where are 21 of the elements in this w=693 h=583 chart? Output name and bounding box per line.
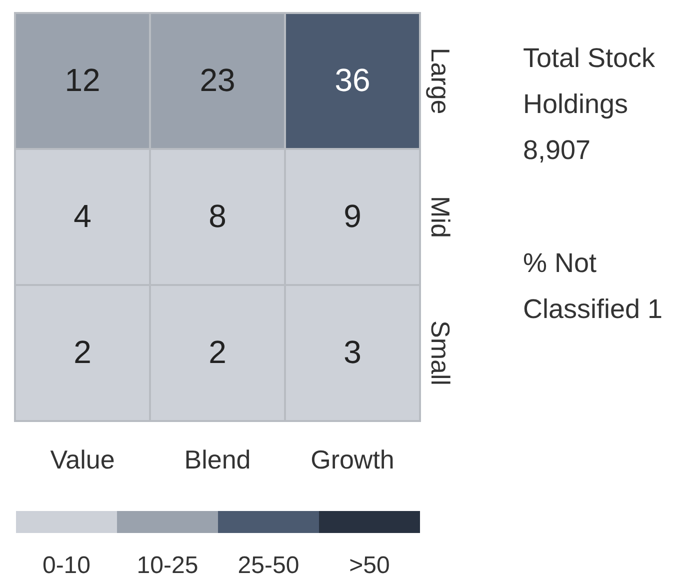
data-label: 2 xyxy=(208,334,226,370)
text: 10-25 xyxy=(136,552,200,580)
text: 25-50 xyxy=(236,552,300,580)
text: % Not Classified 1 xyxy=(523,247,664,326)
x-tick-label: Value xyxy=(50,444,115,474)
data-label: 8 xyxy=(208,198,226,234)
text: Total Stock Holdings 8,907 xyxy=(523,42,656,167)
text: >50 xyxy=(348,552,391,580)
data-label: 23 xyxy=(200,62,236,98)
data-label: 3 xyxy=(344,334,362,370)
y-tick-label: Small xyxy=(426,320,456,386)
x-tick-label: Blend xyxy=(184,444,251,474)
data-label: 12 xyxy=(64,62,100,98)
y-tick-label: Large xyxy=(426,48,456,114)
text: 0-10 xyxy=(41,552,92,580)
data-label: 2 xyxy=(74,334,92,370)
data-label: 36 xyxy=(334,62,370,98)
data-label: 9 xyxy=(344,198,362,234)
data-label: 4 xyxy=(74,198,92,234)
y-tick-label: Mid xyxy=(426,196,456,238)
x-tick-label: Growth xyxy=(310,444,394,474)
